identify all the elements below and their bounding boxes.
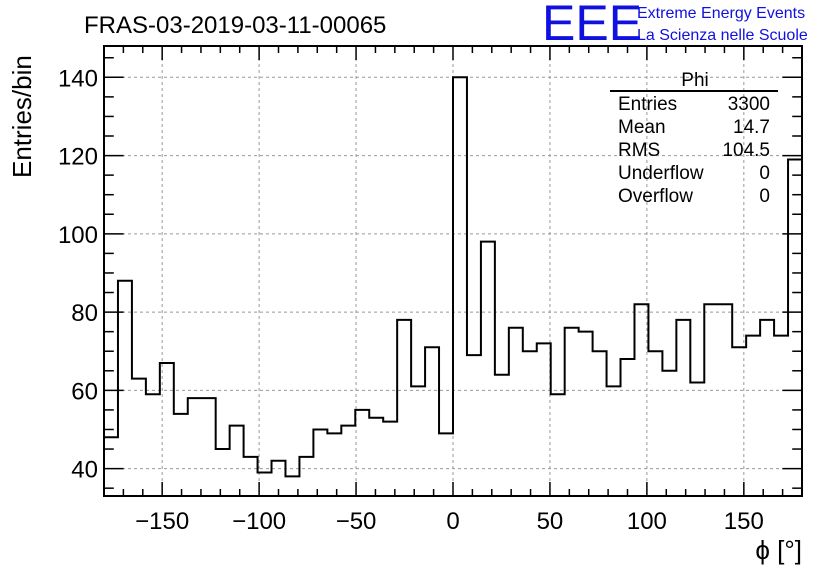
stats-row-value: 104.5 xyxy=(722,140,770,161)
histogram-bin xyxy=(327,433,341,496)
y-tick-label: 120 xyxy=(58,144,98,171)
x-tick-label: 150 xyxy=(724,508,764,535)
stats-row-value: 14.7 xyxy=(733,117,770,138)
histogram-bin xyxy=(593,351,607,496)
histogram-bin xyxy=(523,351,537,496)
histogram-bin xyxy=(634,304,648,496)
histogram-bin xyxy=(607,386,621,496)
axis-tick-labels: −150 −100 −50 0 50 100 150 40 60 80 100 120 140 xyxy=(58,65,764,535)
histogram-bin xyxy=(299,457,313,496)
stats-row-label: Entries xyxy=(618,94,677,115)
stats-row-value: 0 xyxy=(759,163,770,184)
histogram-bin xyxy=(788,159,802,496)
x-tick-label: 50 xyxy=(537,508,564,535)
histogram-bin xyxy=(355,410,369,496)
x-tick-label: −100 xyxy=(232,508,286,535)
histogram-bin xyxy=(704,304,718,496)
eee-logo: EEE Extreme Energy Events La Scienza nel… xyxy=(542,0,808,51)
x-tick-label: 100 xyxy=(627,508,667,535)
logo-line2: La Scienza nelle Scuole xyxy=(637,27,808,44)
histogram-bin xyxy=(411,386,425,496)
histogram-bin xyxy=(621,359,635,496)
y-tick-label: 140 xyxy=(58,65,98,92)
logo-line1: Extreme Energy Events xyxy=(637,5,805,22)
histogram-bin xyxy=(230,426,244,496)
histogram-bin xyxy=(648,351,662,496)
histogram-bin xyxy=(718,304,732,496)
histogram-bin xyxy=(467,355,481,496)
histogram-bin xyxy=(746,336,760,496)
stats-row-label: RMS xyxy=(618,140,660,161)
histogram-bin xyxy=(202,398,216,496)
histogram-bin xyxy=(690,383,704,496)
histogram-bin xyxy=(676,320,690,496)
x-tick-label: −50 xyxy=(336,508,377,535)
histogram-outline xyxy=(104,76,802,478)
histogram-bin xyxy=(774,336,788,496)
stats-box: Phi Entries 3300 Mean 14.7 RMS 104.5 Underflow… xyxy=(610,70,778,207)
histogram-bin xyxy=(313,429,327,496)
histogram-bin xyxy=(453,77,467,496)
histogram-bars xyxy=(104,76,802,496)
histogram-bin xyxy=(341,426,355,496)
histogram-bin xyxy=(551,394,565,496)
histogram-bin xyxy=(174,414,188,496)
histogram-bin xyxy=(425,347,439,496)
histogram-bin xyxy=(104,437,118,496)
y-tick-label: 60 xyxy=(71,378,98,405)
histogram-bin xyxy=(579,332,593,496)
histogram-bin xyxy=(188,398,202,496)
histogram-bin xyxy=(383,422,397,496)
x-axis-label: ϕ [°] xyxy=(755,535,802,565)
histogram-bin xyxy=(216,449,230,496)
stats-row-label: Mean xyxy=(618,117,666,138)
histogram-bin xyxy=(662,371,676,496)
histogram-bin xyxy=(146,394,160,496)
histogram-bin xyxy=(760,320,774,496)
y-tick-label: 40 xyxy=(71,457,98,484)
histogram-bin xyxy=(118,281,132,496)
histogram-bin xyxy=(439,433,453,496)
histogram-bin xyxy=(495,375,509,496)
histogram-bin xyxy=(537,343,551,496)
logo-mark: EEE xyxy=(542,0,642,51)
x-tick-label: −150 xyxy=(135,508,189,535)
y-tick-label: 100 xyxy=(58,222,98,249)
stats-title: Phi xyxy=(681,70,708,91)
histogram-bin xyxy=(369,418,383,496)
histogram-bin xyxy=(565,328,579,496)
x-tick-label: 0 xyxy=(446,508,459,535)
stats-row-value: 0 xyxy=(759,186,770,207)
histogram-bin xyxy=(397,320,411,496)
histogram-bin xyxy=(244,457,258,496)
y-axis-label: Entries/bin xyxy=(7,55,37,178)
histogram-bin xyxy=(509,328,523,496)
axis-ticks xyxy=(103,46,803,496)
stats-row-value: 3300 xyxy=(728,94,770,115)
stats-row-label: Overflow xyxy=(618,186,693,207)
histogram-bin xyxy=(132,379,146,496)
stats-row-label: Underflow xyxy=(618,163,704,184)
chart-title: FRAS-03-2019-03-11-00065 xyxy=(84,12,386,39)
stats-rows: Entries 3300 Mean 14.7 RMS 104.5 Underflow 0 Ove… xyxy=(618,94,770,207)
histogram-bin xyxy=(481,242,495,496)
y-tick-label: 80 xyxy=(71,300,98,327)
